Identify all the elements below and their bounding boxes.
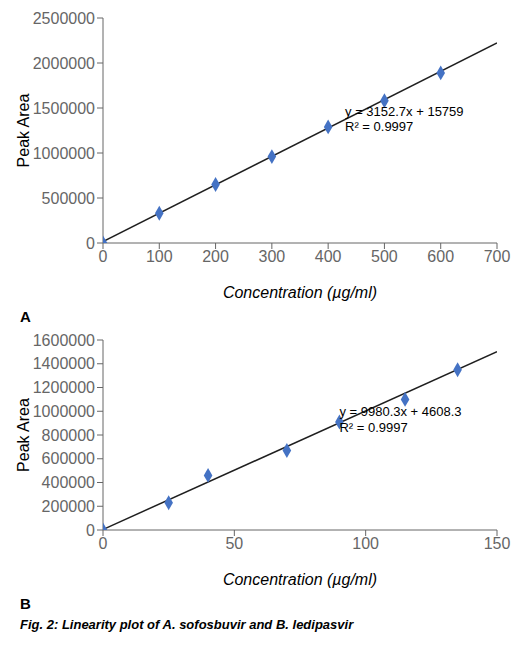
svg-text:0: 0 — [99, 535, 108, 552]
svg-text:Concentration (µg/ml): Concentration (µg/ml) — [223, 284, 377, 301]
svg-text:300: 300 — [259, 248, 286, 265]
svg-text:150: 150 — [484, 535, 511, 552]
svg-text:1000000: 1000000 — [33, 403, 95, 420]
svg-text:1200000: 1200000 — [33, 379, 95, 396]
svg-text:y = 9980.3x + 4608.3R² = 0.999: y = 9980.3x + 4608.3R² = 0.9997 — [339, 404, 461, 435]
svg-text:800000: 800000 — [42, 427, 95, 444]
svg-text:700: 700 — [484, 248, 511, 265]
svg-text:400: 400 — [315, 248, 342, 265]
svg-text:600: 600 — [427, 248, 454, 265]
svg-text:Concentration (µg/ml): Concentration (µg/ml) — [223, 571, 377, 588]
html-text:B: B — [20, 595, 31, 612]
svg-text:1600000: 1600000 — [33, 332, 95, 349]
svg-text:1500000: 1500000 — [33, 100, 95, 117]
svg-text:200: 200 — [202, 248, 229, 265]
html-text:Fig. 2: Linearity plot of A. s: Fig. 2: Linearity plot of A. sofosbuvir … — [20, 617, 354, 632]
svg-text:2500000: 2500000 — [33, 10, 95, 27]
svg-text:1000000: 1000000 — [33, 145, 95, 162]
svg-text:50: 50 — [225, 535, 243, 552]
svg-text:500000: 500000 — [42, 190, 95, 207]
html-text:A: A — [20, 308, 31, 325]
svg-text:y = 3152.7x + 15759R² = 0.9997: y = 3152.7x + 15759R² = 0.9997 — [345, 104, 464, 135]
svg-text:2000000: 2000000 — [33, 55, 95, 72]
svg-text:100: 100 — [352, 535, 379, 552]
svg-text:100: 100 — [146, 248, 173, 265]
svg-text:400000: 400000 — [42, 474, 95, 491]
svg-text:0: 0 — [86, 522, 95, 539]
svg-text:0: 0 — [99, 248, 108, 265]
svg-text:0: 0 — [86, 235, 95, 252]
svg-text:1400000: 1400000 — [33, 355, 95, 372]
svg-text:200000: 200000 — [42, 498, 95, 515]
svg-text:600000: 600000 — [42, 450, 95, 467]
svg-text:Peak Area: Peak Area — [15, 398, 32, 472]
svg-text:Peak Area: Peak Area — [15, 93, 32, 167]
svg-text:500: 500 — [371, 248, 398, 265]
